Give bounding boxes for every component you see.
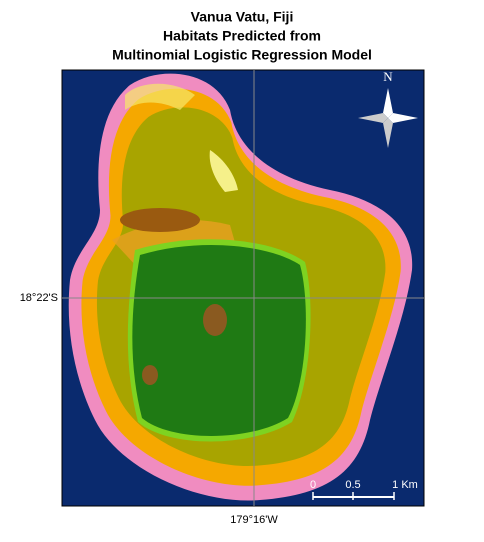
scale-label: 1 Km (392, 479, 418, 491)
scale-label: 0.5 (345, 479, 360, 491)
island (68, 73, 413, 501)
title-line: Multinomial Logistic Regression Model (112, 47, 372, 63)
longitude-label: 179°16'W (230, 514, 278, 526)
scale-label: 0 (310, 479, 316, 491)
title-line: Vanua Vatu, Fiji (191, 9, 294, 25)
scale-bar: 0 0.5 1 Km (310, 479, 418, 500)
map-frame (61, 69, 425, 507)
title-line: Habitats Predicted from (163, 28, 321, 44)
latitude-label: 18°22'S (20, 292, 58, 304)
north-arrow: N (358, 69, 418, 148)
north-label: N (383, 69, 393, 84)
